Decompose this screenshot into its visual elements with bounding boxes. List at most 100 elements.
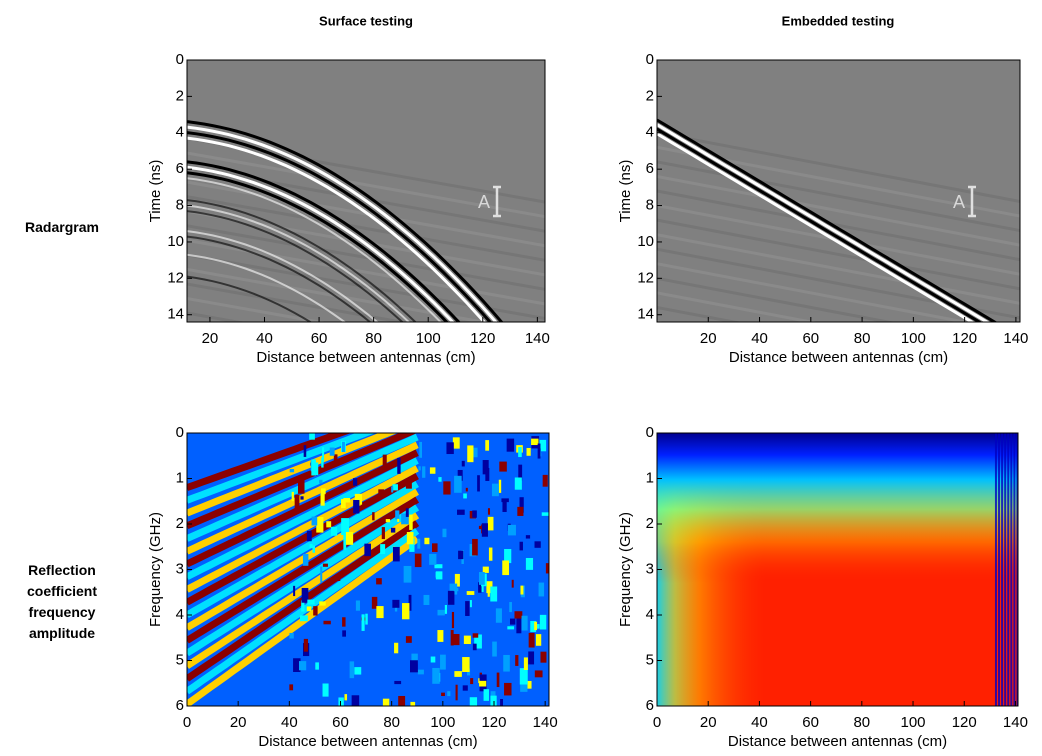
speckle xyxy=(509,602,512,613)
speckle xyxy=(294,494,300,512)
speckle xyxy=(405,478,412,489)
x-tick-label: 80 xyxy=(383,714,400,731)
speckle xyxy=(530,620,537,633)
x-tick-label: 80 xyxy=(853,714,870,731)
x-tick-label: 140 xyxy=(533,714,558,731)
y-tick-label: 0 xyxy=(176,424,184,441)
x-axis-label: Distance between antennas (cm) xyxy=(728,733,947,750)
speckle xyxy=(447,691,451,697)
speckle xyxy=(518,464,523,481)
speckle xyxy=(432,543,438,553)
speckle xyxy=(542,474,548,487)
fringe xyxy=(187,449,419,568)
x-axis-label: Distance between antennas (cm) xyxy=(729,349,948,366)
speckle xyxy=(518,447,522,458)
axes-frame xyxy=(186,59,546,323)
x-tick-label: 60 xyxy=(802,714,819,731)
speckle xyxy=(312,545,315,553)
speckle xyxy=(338,697,344,706)
stripe xyxy=(998,433,1001,706)
image-texture xyxy=(657,262,973,322)
speckle xyxy=(398,695,406,706)
stripe xyxy=(1007,433,1010,706)
axes-frame xyxy=(656,59,1021,323)
y-tick-label: 5 xyxy=(646,651,654,668)
image-texture xyxy=(657,218,1020,291)
y-tick-label: 6 xyxy=(646,697,654,714)
x-tick-label: 60 xyxy=(332,714,349,731)
speckle xyxy=(309,544,313,549)
speckle xyxy=(472,510,477,518)
speckle xyxy=(341,499,346,509)
y-tick-label: 6 xyxy=(646,160,654,177)
image-texture xyxy=(187,195,545,262)
y-tick-label: 3 xyxy=(646,560,654,577)
y-tick-label: 4 xyxy=(176,606,184,623)
speckle xyxy=(319,479,323,484)
speckle xyxy=(298,661,307,671)
speckle xyxy=(321,488,326,495)
speckle xyxy=(391,486,394,493)
speckle xyxy=(487,586,490,597)
speckle xyxy=(490,695,497,706)
speckle xyxy=(548,548,549,563)
speckle xyxy=(526,447,531,456)
speckle xyxy=(541,512,549,516)
speckle xyxy=(496,672,500,688)
wavefront xyxy=(657,123,990,322)
speckle xyxy=(330,526,338,536)
speckle xyxy=(534,541,541,548)
fringe xyxy=(187,473,419,606)
speckle xyxy=(376,578,382,585)
speckle xyxy=(341,518,350,536)
speckle xyxy=(297,480,305,494)
speckle xyxy=(507,626,515,630)
speckle xyxy=(353,499,360,514)
fringe xyxy=(187,433,398,517)
speckle xyxy=(490,691,496,697)
y-tick-label: 10 xyxy=(167,233,184,250)
speckle xyxy=(440,654,446,670)
speckle xyxy=(364,543,371,557)
speckle xyxy=(469,600,472,608)
y-tick-label: 4 xyxy=(176,124,184,141)
wavefront xyxy=(187,125,498,322)
speckle xyxy=(306,530,312,542)
speckle xyxy=(306,606,312,612)
y-tick-label: 12 xyxy=(167,269,184,286)
y-tick-label: 14 xyxy=(637,306,654,323)
speckle xyxy=(397,457,401,474)
speckle xyxy=(511,579,514,588)
speckle xyxy=(320,566,323,583)
speckle xyxy=(315,662,319,670)
speckle xyxy=(382,698,390,706)
image-texture xyxy=(657,204,1020,276)
speckle xyxy=(299,615,308,622)
speckle xyxy=(437,630,444,642)
x-tick-label: 120 xyxy=(952,330,977,347)
speckle xyxy=(342,441,345,452)
speckle xyxy=(469,697,478,706)
speckle xyxy=(501,498,509,503)
y-axis-label: Time (ns) xyxy=(617,160,634,223)
speckle xyxy=(466,591,475,595)
speckle xyxy=(447,590,455,605)
y-tick-label: 2 xyxy=(646,515,654,532)
speckle xyxy=(487,516,494,531)
speckle xyxy=(343,534,347,550)
wavefront xyxy=(187,210,404,322)
speckle xyxy=(417,669,424,675)
y-tick-label: 6 xyxy=(176,697,184,714)
x-tick-label: 40 xyxy=(281,714,298,731)
x-tick-label: 140 xyxy=(1003,330,1028,347)
fringe xyxy=(187,433,376,504)
speckle xyxy=(351,695,360,706)
speckle xyxy=(349,661,355,679)
speckle xyxy=(463,493,467,499)
speckle xyxy=(472,633,479,638)
speckle xyxy=(454,573,460,587)
speckle xyxy=(446,442,454,455)
speckle xyxy=(321,457,324,468)
wavefront xyxy=(187,230,379,322)
speckle xyxy=(345,532,354,545)
